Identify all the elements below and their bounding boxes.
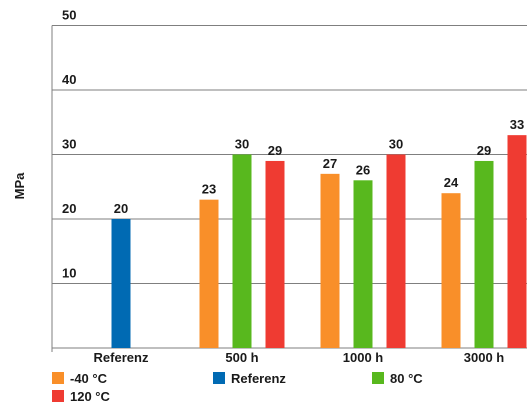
data-label: 26	[356, 162, 370, 177]
legend-item: 80 °C	[372, 370, 423, 386]
bar	[441, 193, 461, 348]
data-label: 29	[477, 143, 491, 158]
legend-label: 120 °C	[70, 388, 110, 404]
bar	[507, 135, 527, 348]
data-label: 24	[444, 175, 459, 190]
bar	[353, 180, 373, 348]
grid-lines	[51, 25, 527, 352]
bar	[474, 160, 494, 348]
x-tick-label: 3000 h	[464, 350, 505, 365]
legend-swatch	[372, 372, 384, 384]
data-label: 29	[268, 143, 282, 158]
legend-label: Referenz	[231, 370, 286, 386]
legend-item: 120 °C	[52, 388, 110, 404]
labels-layer: 10 20 30 40 50 20 Referenz 23 30 29 500 h 27 26 30 100…	[62, 8, 524, 366]
bars-layer	[111, 135, 527, 348]
data-label: 30	[389, 137, 403, 152]
data-label: 30	[235, 137, 249, 152]
legend-item: -40 °C	[52, 370, 107, 386]
x-tick-label: 1000 h	[343, 350, 384, 365]
x-tick-label: 500 h	[225, 350, 258, 365]
data-label: 23	[202, 182, 216, 197]
bar	[386, 154, 406, 348]
y-tick-label: 40	[62, 72, 76, 87]
legend-swatch	[213, 372, 225, 384]
data-label: 33	[510, 117, 524, 132]
legend-label: 80 °C	[390, 370, 423, 386]
legend-swatch	[52, 372, 64, 384]
y-axis-label: MPa	[12, 172, 27, 200]
data-label: 20	[114, 201, 128, 216]
bar	[111, 219, 131, 348]
legend-label: -40 °C	[70, 370, 107, 386]
y-tick-label: 10	[62, 266, 76, 281]
bar	[199, 199, 219, 348]
legend-item: Referenz	[213, 370, 286, 386]
bar	[265, 160, 285, 348]
bar	[320, 173, 340, 348]
y-tick-label: 20	[62, 201, 76, 216]
data-label: 27	[323, 156, 337, 171]
x-tick-label: Referenz	[94, 350, 149, 365]
y-tick-label: 30	[62, 137, 76, 152]
bar	[232, 154, 252, 348]
y-tick-label: 50	[62, 8, 76, 23]
legend-swatch	[52, 390, 64, 402]
